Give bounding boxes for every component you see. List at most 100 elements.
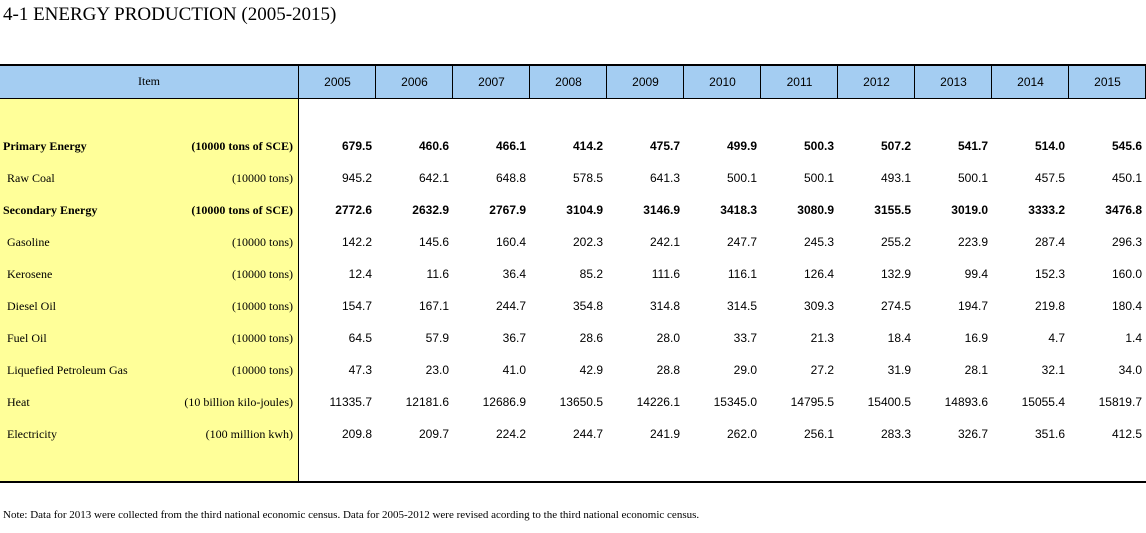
year-column-divider <box>760 64 761 99</box>
row-label: Liquefied Petroleum Gas <box>7 363 128 377</box>
table-cell: 85.2 <box>579 267 603 281</box>
table-row: Diesel Oil (10000 tons) 154.7 167.1 244.7 354… <box>0 299 1146 319</box>
table-cell: 500.1 <box>726 171 757 185</box>
table-cell: 514.0 <box>1034 139 1065 153</box>
table-cell: 3104.9 <box>566 203 603 217</box>
table-cell: 256.1 <box>803 427 834 441</box>
table-cell: 160.4 <box>495 235 526 249</box>
table-cell: 28.1 <box>964 363 988 377</box>
table-cell: 247.7 <box>726 235 757 249</box>
table-cell: 3155.5 <box>874 203 911 217</box>
table-cell: 15345.0 <box>713 395 757 409</box>
row-unit: (10000 tons) <box>232 363 293 377</box>
table-row: Liquefied Petroleum Gas (10000 tons) 47.3 2… <box>0 363 1146 383</box>
table-cell: 3080.9 <box>797 203 834 217</box>
table-header-band <box>0 64 1146 99</box>
table-cell: 116.1 <box>727 267 757 281</box>
table-cell: 578.5 <box>572 171 603 185</box>
table-cell: 27.2 <box>810 363 834 377</box>
table-cell: 31.9 <box>887 363 911 377</box>
table-cell: 36.4 <box>502 267 526 281</box>
table-cell: 274.5 <box>880 299 911 313</box>
table-cell: 3476.8 <box>1105 203 1142 217</box>
table-cell: 42.9 <box>579 363 603 377</box>
table-cell: 15055.4 <box>1021 395 1065 409</box>
table-cell: 209.8 <box>341 427 372 441</box>
item-column-header: Item <box>138 74 160 88</box>
table-cell: 167.1 <box>418 299 449 313</box>
year-header-2014: 2014 <box>1017 75 1044 89</box>
table-cell: 4.7 <box>1048 331 1065 345</box>
table-cell: 14795.5 <box>790 395 834 409</box>
table-cell: 11.6 <box>426 267 449 281</box>
table-cell: 241.9 <box>649 427 680 441</box>
table-cell: 679.5 <box>341 139 372 153</box>
year-header-2010: 2010 <box>709 75 736 89</box>
table-row: Secondary Energy (10000 tons of SCE) 2772.… <box>0 203 1146 223</box>
table-cell: 28.8 <box>656 363 680 377</box>
table-cell: 2767.9 <box>489 203 526 217</box>
table-cell: 945.2 <box>341 171 372 185</box>
row-label: Raw Coal <box>7 171 55 185</box>
year-header-2006: 2006 <box>401 75 428 89</box>
year-header-2013: 2013 <box>940 75 967 89</box>
table-row: Electricity (100 million kwh) 209.8 209.7 22… <box>0 427 1146 447</box>
table-cell: 283.3 <box>880 427 911 441</box>
year-column-divider <box>683 64 684 99</box>
row-unit: (10000 tons) <box>232 171 293 185</box>
table-cell: 57.9 <box>425 331 449 345</box>
table-cell: 642.1 <box>418 171 449 185</box>
table-cell: 466.1 <box>495 139 526 153</box>
row-unit: (10000 tons) <box>232 299 293 313</box>
year-header-2012: 2012 <box>863 75 890 89</box>
table-cell: 244.7 <box>572 427 603 441</box>
table-cell: 219.8 <box>1034 299 1065 313</box>
table-row: Heat (10 billion kilo-joules) 11335.7 12181… <box>0 395 1146 415</box>
item-column-background <box>0 99 299 481</box>
table-cell: 475.7 <box>649 139 680 153</box>
table-cell: 152.3 <box>1034 267 1065 281</box>
table-cell: 209.7 <box>418 427 449 441</box>
row-unit: (10000 tons) <box>232 267 293 281</box>
year-column-divider <box>837 64 838 99</box>
table-cell: 18.4 <box>887 331 911 345</box>
table-cell: 15400.5 <box>867 395 911 409</box>
table-cell: 287.4 <box>1034 235 1065 249</box>
table-cell: 499.9 <box>726 139 757 153</box>
row-label: Primary Energy <box>3 139 87 153</box>
row-label: Gasoline <box>7 235 50 249</box>
table-cell: 145.6 <box>418 235 449 249</box>
table-cell: 12.4 <box>348 267 372 281</box>
row-unit: (10 billion kilo-joules) <box>184 395 293 409</box>
table-cell: 2772.6 <box>335 203 372 217</box>
table-row: Kerosene (10000 tons) 12.4 11.6 36.4 85.2 111.… <box>0 267 1146 287</box>
table-row: Primary Energy (10000 tons of SCE) 679.5 46… <box>0 139 1146 159</box>
table-cell: 194.7 <box>957 299 988 313</box>
year-header-2011: 2011 <box>786 75 813 89</box>
table-cell: 545.6 <box>1111 139 1142 153</box>
table-bottom-rule <box>0 481 1146 483</box>
table-cell: 309.3 <box>803 299 834 313</box>
year-header-2009: 2009 <box>632 75 659 89</box>
table-row: Fuel Oil (10000 tons) 64.5 57.9 36.7 28.6 28.0… <box>0 331 1146 351</box>
table-cell: 412.5 <box>1111 427 1142 441</box>
table-cell: 14226.1 <box>636 395 680 409</box>
row-unit: (10000 tons of SCE) <box>191 139 293 153</box>
table-cell: 15819.7 <box>1098 395 1142 409</box>
table-cell: 111.6 <box>651 267 680 281</box>
table-cell: 47.3 <box>348 363 372 377</box>
page-title: 4-1 ENERGY PRODUCTION (2005-2015) <box>3 4 337 25</box>
item-column-divider <box>298 64 299 482</box>
row-label: Fuel Oil <box>7 331 47 345</box>
year-column-divider <box>991 64 992 99</box>
table-cell: 34.0 <box>1118 363 1142 377</box>
table-cell: 14893.6 <box>944 395 988 409</box>
table-cell: 296.3 <box>1111 235 1142 249</box>
table-cell: 648.8 <box>495 171 526 185</box>
table-cell: 326.7 <box>957 427 988 441</box>
table-cell: 255.2 <box>880 235 911 249</box>
year-header-2007: 2007 <box>478 75 505 89</box>
table-cell: 450.1 <box>1111 171 1142 185</box>
table-cell: 12686.9 <box>482 395 526 409</box>
row-unit: (10000 tons) <box>232 331 293 345</box>
